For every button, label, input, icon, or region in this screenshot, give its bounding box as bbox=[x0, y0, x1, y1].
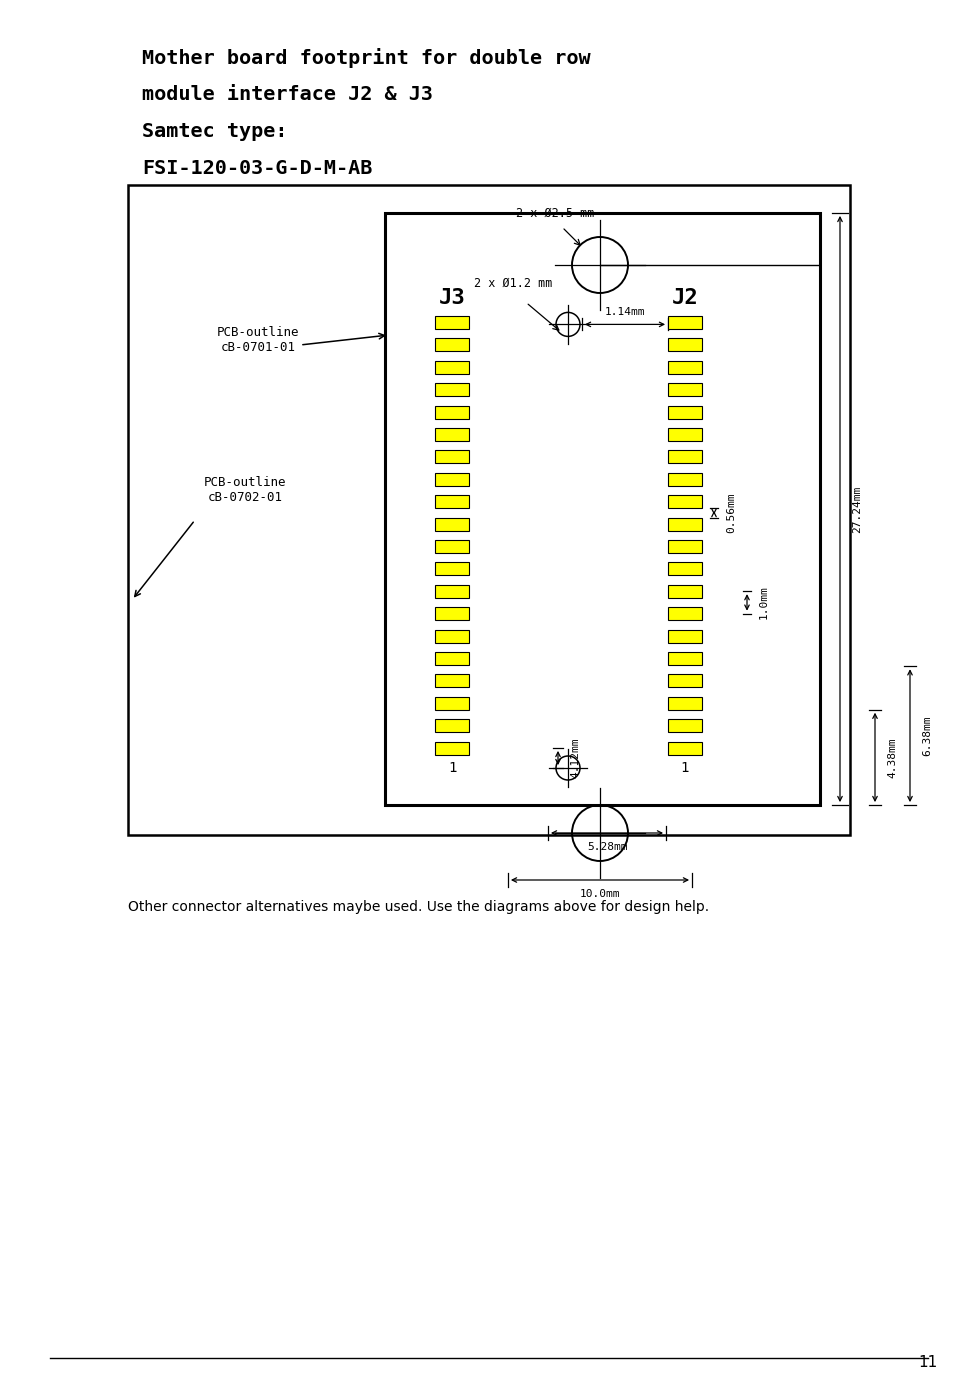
Bar bbox=[668, 697, 702, 710]
Text: 1.0mm: 1.0mm bbox=[759, 586, 769, 619]
Text: 11: 11 bbox=[918, 1356, 938, 1370]
Bar bbox=[668, 720, 702, 732]
Bar bbox=[128, 185, 850, 835]
Bar bbox=[668, 607, 702, 619]
Bar bbox=[435, 607, 469, 619]
Text: FSI-120-03-G-D-M-AB: FSI-120-03-G-D-M-AB bbox=[142, 158, 372, 178]
Bar bbox=[668, 540, 702, 553]
Bar bbox=[668, 651, 702, 665]
Bar bbox=[668, 742, 702, 754]
Bar bbox=[668, 339, 702, 351]
Bar bbox=[435, 450, 469, 464]
Bar bbox=[435, 585, 469, 597]
Bar bbox=[668, 563, 702, 575]
Text: J3: J3 bbox=[439, 288, 465, 308]
Text: 2 x Ø1.2 mm: 2 x Ø1.2 mm bbox=[474, 276, 552, 289]
Bar bbox=[435, 697, 469, 710]
Bar bbox=[435, 406, 469, 418]
Bar bbox=[668, 494, 702, 508]
Bar bbox=[435, 383, 469, 396]
Bar bbox=[435, 315, 469, 329]
Bar bbox=[435, 674, 469, 688]
Bar bbox=[668, 450, 702, 464]
Text: module interface J2 & J3: module interface J2 & J3 bbox=[142, 85, 433, 104]
Bar bbox=[435, 540, 469, 553]
Text: 1: 1 bbox=[447, 761, 456, 775]
Bar bbox=[668, 629, 702, 643]
Bar bbox=[668, 383, 702, 396]
Bar bbox=[668, 406, 702, 418]
Text: Mother board footprint for double row: Mother board footprint for double row bbox=[142, 49, 591, 68]
Bar bbox=[435, 629, 469, 643]
Text: 0.56mm: 0.56mm bbox=[726, 493, 736, 533]
Bar bbox=[435, 472, 469, 486]
Bar bbox=[668, 472, 702, 486]
Bar bbox=[668, 585, 702, 597]
Text: 4.12mm: 4.12mm bbox=[570, 738, 580, 778]
Text: Other connector alternatives maybe used. Use the diagrams above for design help.: Other connector alternatives maybe used.… bbox=[128, 900, 709, 914]
Bar bbox=[668, 315, 702, 329]
Text: 27.24mm: 27.24mm bbox=[852, 485, 862, 532]
Bar bbox=[435, 494, 469, 508]
Text: PCB-outline
cB-0702-01: PCB-outline cB-0702-01 bbox=[204, 476, 286, 504]
Text: 6.38mm: 6.38mm bbox=[922, 715, 932, 756]
Text: 2 x Ø2.5 mm: 2 x Ø2.5 mm bbox=[516, 207, 594, 219]
Bar bbox=[435, 518, 469, 531]
Bar bbox=[435, 339, 469, 351]
Bar bbox=[435, 720, 469, 732]
Text: 10.0mm: 10.0mm bbox=[579, 889, 620, 899]
Text: 5.28mm: 5.28mm bbox=[587, 842, 627, 851]
Bar bbox=[668, 518, 702, 531]
Text: 1: 1 bbox=[681, 761, 689, 775]
Bar bbox=[668, 674, 702, 688]
Bar bbox=[668, 428, 702, 440]
Text: PCB-outline
cB-0701-01: PCB-outline cB-0701-01 bbox=[217, 326, 299, 354]
Bar bbox=[385, 213, 820, 806]
Bar bbox=[435, 361, 469, 374]
Bar bbox=[435, 742, 469, 754]
Bar bbox=[435, 651, 469, 665]
Text: J2: J2 bbox=[671, 288, 699, 308]
Text: 1.14mm: 1.14mm bbox=[605, 307, 645, 318]
Bar bbox=[435, 428, 469, 440]
Bar bbox=[435, 563, 469, 575]
Text: 4.38mm: 4.38mm bbox=[887, 738, 897, 778]
Text: Samtec type:: Samtec type: bbox=[142, 122, 287, 142]
Bar bbox=[668, 361, 702, 374]
